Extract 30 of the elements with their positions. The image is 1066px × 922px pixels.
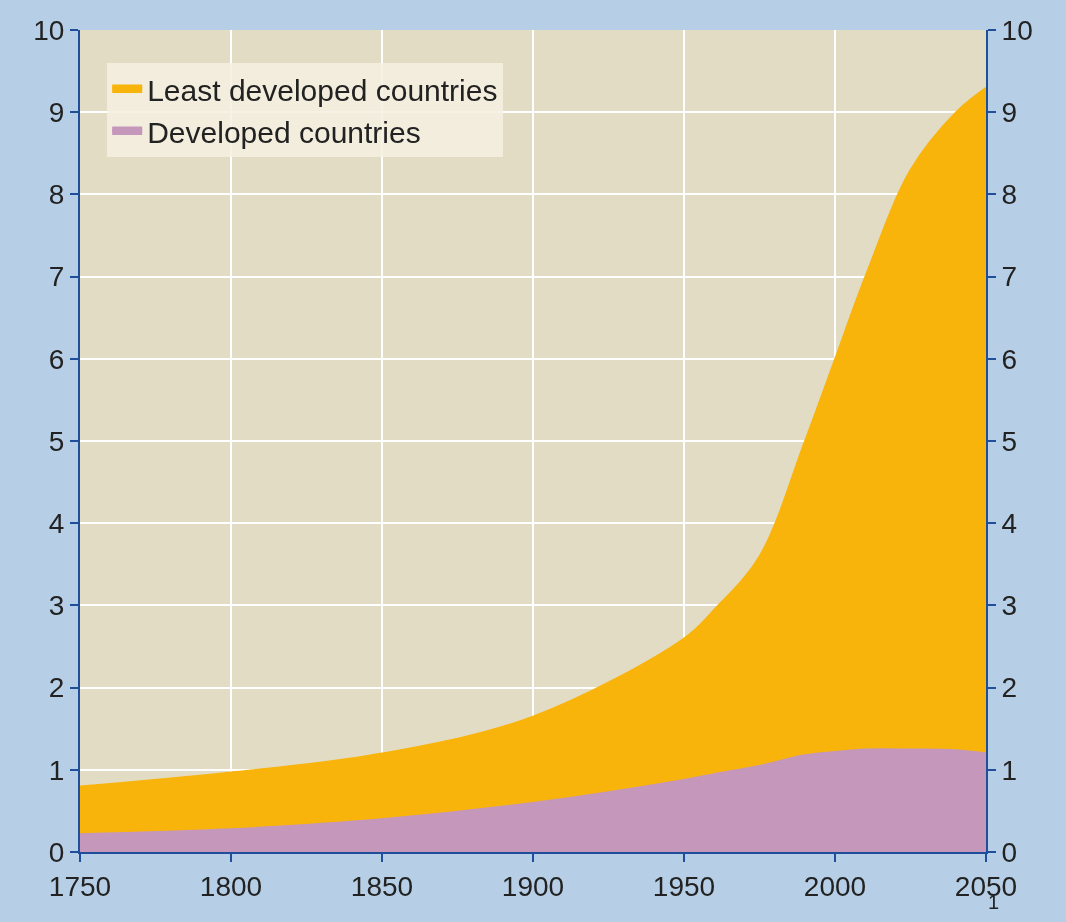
y-tick-label: 6 — [48, 343, 65, 375]
y2-tick-label: 8 — [1001, 179, 1018, 211]
x-tick-label: 1950 — [652, 870, 716, 902]
y-tick-label: 5 — [48, 425, 65, 457]
y-tick-label: 9 — [48, 97, 65, 128]
y2-tick-label: 4 — [1001, 508, 1018, 539]
y-tick-label: 4 — [48, 508, 65, 539]
x-tick-label: 2000 — [803, 870, 867, 902]
x-tick-label: 1750 — [48, 870, 112, 902]
x-tick-label: 1800 — [199, 870, 263, 902]
y2-tick-label: 1 — [1001, 754, 1018, 786]
y2-tick-label: 3 — [1001, 590, 1018, 622]
x-tick-label: 1900 — [501, 870, 565, 902]
y2-tick-label: 6 — [1001, 343, 1018, 375]
x-tick-label: 1850 — [350, 870, 414, 902]
y-tick-label: 1 — [48, 754, 65, 786]
y2-tick-label: 9 — [1001, 97, 1018, 128]
legend-label: Developed countries — [147, 115, 421, 149]
y-tick-label: 0 — [48, 836, 65, 868]
y-tick-label: 7 — [48, 261, 65, 293]
y2-tick-label: 10 — [1001, 14, 1033, 46]
y-tick-label: 2 — [48, 672, 65, 704]
y2-tick-label: 7 — [1001, 261, 1018, 293]
y2-tick-label: 2 — [1001, 672, 1018, 704]
y-tick-label: 10 — [33, 14, 65, 46]
y-tick-label: 8 — [48, 179, 65, 211]
y-tick-label: 3 — [48, 590, 65, 622]
legend-label: Least developed countries — [147, 73, 498, 107]
y2-tick-label: 5 — [1001, 425, 1018, 457]
y2-tick-label: 0 — [1001, 836, 1018, 868]
